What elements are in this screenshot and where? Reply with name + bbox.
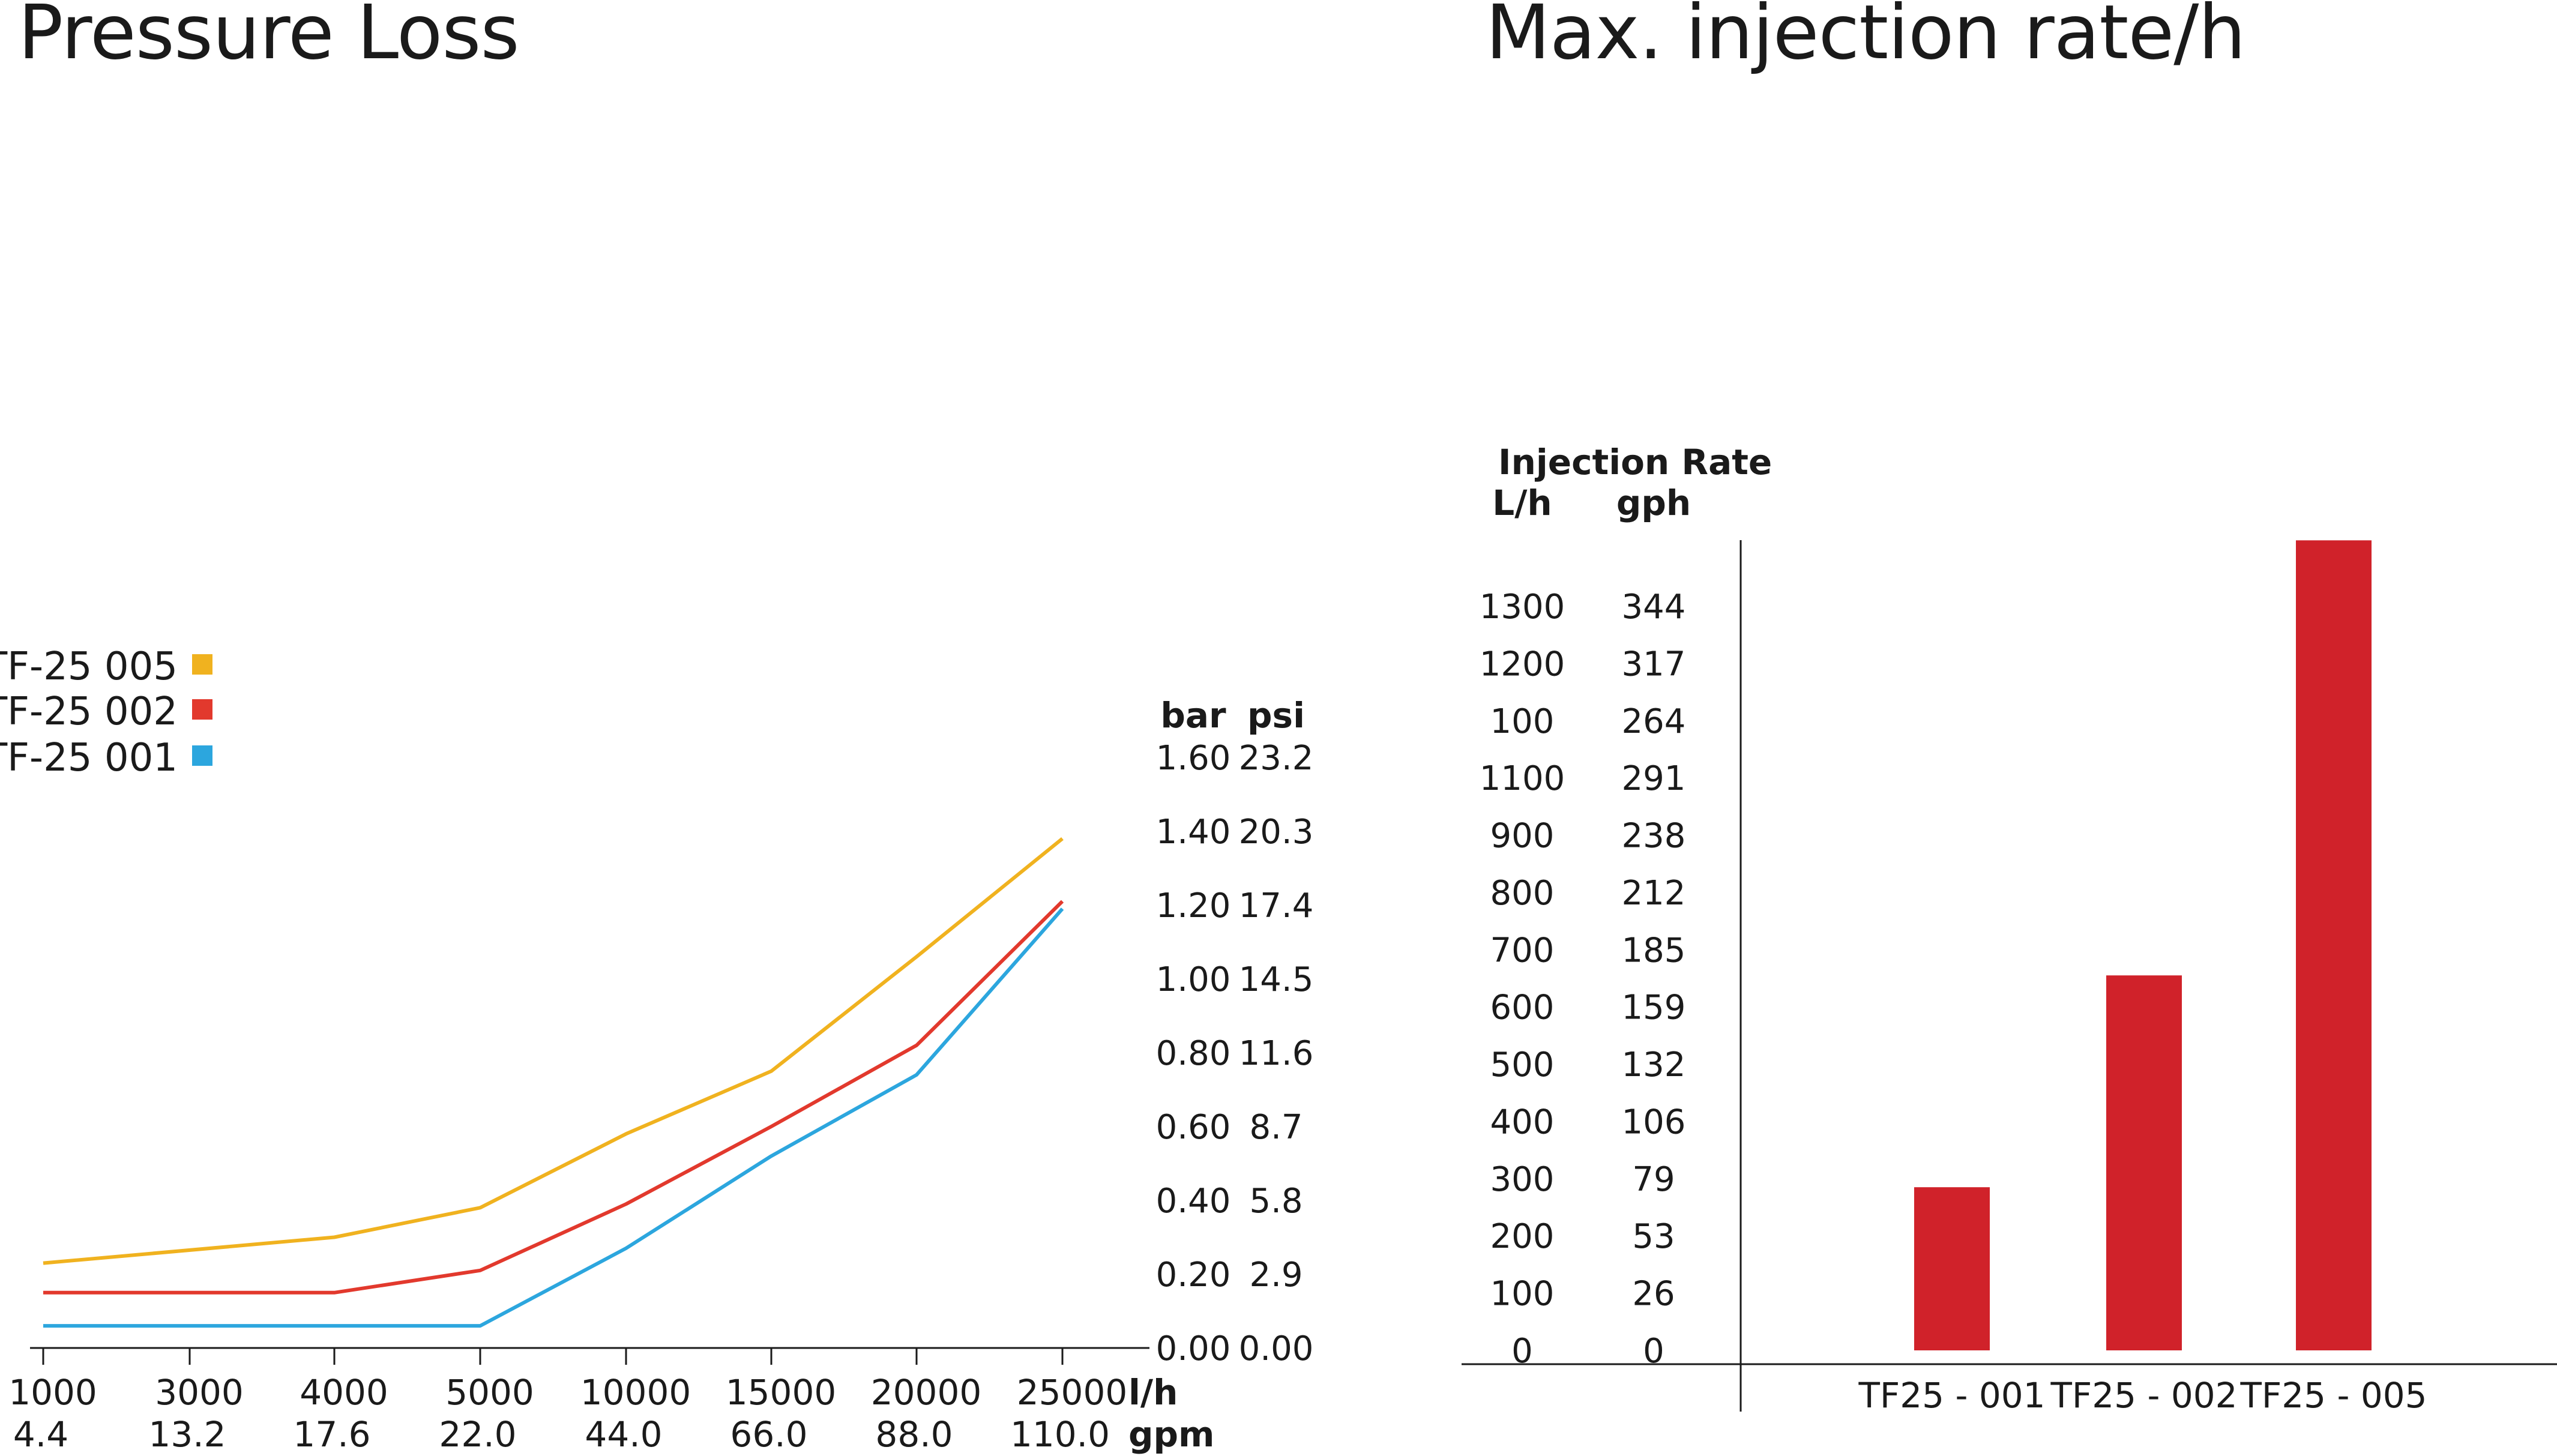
y-tick-label-psi: 20.3 bbox=[1239, 813, 1314, 852]
y-tick-label-lh: 100 bbox=[1490, 702, 1555, 741]
legend-swatch bbox=[192, 699, 212, 720]
y-tick-label-lh: 1100 bbox=[1480, 759, 1565, 798]
y-tick-label-gph: 79 bbox=[1632, 1160, 1675, 1199]
y-tick-label-gph: 132 bbox=[1622, 1045, 1686, 1084]
y-unit-lh: L/h bbox=[1492, 483, 1552, 523]
x-unit-gpm: gpm bbox=[1128, 1414, 1214, 1455]
y-tick-label-bar: 0.20 bbox=[1156, 1256, 1231, 1295]
y-tick-label-bar: 1.60 bbox=[1156, 739, 1231, 778]
pressure-loss-title: Pressure Loss bbox=[18, 0, 520, 76]
y-tick-label-gph: 53 bbox=[1632, 1217, 1675, 1256]
y-tick-label-gph: 106 bbox=[1622, 1103, 1686, 1142]
injection-rate-title: Max. injection rate/h bbox=[1486, 0, 2246, 76]
y-tick-label-bar: 1.20 bbox=[1156, 886, 1231, 925]
y-tick-label-lh: 700 bbox=[1490, 931, 1555, 970]
x-tick-label-lh: 20000 bbox=[871, 1372, 982, 1413]
x-tick-label-lh: 15000 bbox=[726, 1372, 837, 1413]
y-tick-label-psi: 5.8 bbox=[1249, 1182, 1303, 1221]
x-tick-label-gpm: 66.0 bbox=[730, 1414, 807, 1455]
y-tick-label-gph: 159 bbox=[1622, 988, 1686, 1027]
x-tick-label-gpm: 88.0 bbox=[875, 1414, 953, 1455]
y-unit-psi: psi bbox=[1247, 695, 1305, 736]
y-tick-label-gph: 26 bbox=[1632, 1275, 1675, 1314]
y-tick-label-lh: 0 bbox=[1511, 1332, 1533, 1371]
y-tick-label-psi: 11.6 bbox=[1239, 1034, 1314, 1073]
bar-category-label: TF25 - 005 bbox=[2239, 1375, 2427, 1416]
x-tick-label-lh: 1000 bbox=[8, 1372, 97, 1413]
legend-swatch bbox=[192, 654, 212, 675]
y-tick-label-lh: 1200 bbox=[1480, 645, 1565, 684]
x-tick-label-lh: 25000 bbox=[1017, 1372, 1128, 1413]
x-unit-lh: l/h bbox=[1128, 1372, 1178, 1413]
y-tick-label-psi: 23.2 bbox=[1239, 739, 1314, 778]
y-tick-label-lh: 300 bbox=[1490, 1160, 1555, 1199]
y-tick-label-bar: 1.40 bbox=[1156, 813, 1231, 852]
y-tick-label-gph: 0 bbox=[1643, 1332, 1664, 1371]
x-tick-label-gpm: 22.0 bbox=[439, 1414, 516, 1455]
bar-category-label: TF25 - 002 bbox=[2050, 1375, 2237, 1416]
bar-tf25-005 bbox=[2296, 540, 2372, 1351]
injection-rate-header: Injection Rate bbox=[1498, 442, 1772, 483]
y-tick-label-bar: 0.80 bbox=[1156, 1034, 1231, 1073]
y-tick-label-gph: 185 bbox=[1622, 931, 1686, 970]
y-tick-label-lh: 500 bbox=[1490, 1045, 1555, 1084]
y-tick-label-gph: 317 bbox=[1622, 645, 1686, 684]
x-tick-label-gpm: 4.4 bbox=[13, 1414, 68, 1455]
y-tick-label-psi: 0.00 bbox=[1239, 1329, 1314, 1368]
legend-label: TF-25 005 bbox=[0, 645, 178, 689]
bar-tf25-001 bbox=[1914, 1187, 1990, 1350]
y-tick-label-psi: 17.4 bbox=[1239, 886, 1314, 925]
y-tick-label-psi: 14.5 bbox=[1239, 960, 1314, 999]
x-tick-label-lh: 5000 bbox=[445, 1372, 534, 1413]
bar-tf25-002 bbox=[2106, 975, 2182, 1350]
series-line-tf-25-001 bbox=[43, 907, 1064, 1328]
legend-label: TF-25 002 bbox=[0, 690, 178, 734]
legend-label: TF-25 001 bbox=[0, 736, 178, 780]
y-tick-label-gph: 264 bbox=[1622, 702, 1686, 741]
y-tick-label-bar: 0.60 bbox=[1156, 1108, 1231, 1147]
y-unit-gph: gph bbox=[1616, 483, 1691, 523]
x-tick-label-lh: 3000 bbox=[155, 1372, 244, 1413]
x-tick-label-lh: 10000 bbox=[580, 1372, 691, 1413]
y-tick-label-psi: 2.9 bbox=[1249, 1256, 1303, 1295]
x-tick-label-gpm: 110.0 bbox=[1010, 1414, 1110, 1455]
y-tick-label-gph: 344 bbox=[1622, 588, 1686, 627]
y-unit-bar: bar bbox=[1160, 695, 1226, 736]
y-tick-label-bar: 0.00 bbox=[1156, 1329, 1231, 1368]
y-tick-label-lh: 900 bbox=[1490, 817, 1555, 856]
y-tick-label-gph: 238 bbox=[1622, 817, 1686, 856]
x-tick-label-gpm: 17.6 bbox=[293, 1414, 370, 1455]
y-tick-label-lh: 1300 bbox=[1480, 588, 1565, 627]
y-tick-label-lh: 400 bbox=[1490, 1103, 1555, 1142]
y-tick-label-lh: 200 bbox=[1490, 1217, 1555, 1256]
x-tick-label-gpm: 13.2 bbox=[148, 1414, 226, 1455]
x-tick-label-lh: 4000 bbox=[300, 1372, 388, 1413]
y-tick-label-gph: 291 bbox=[1622, 759, 1686, 798]
y-tick-label-gph: 212 bbox=[1622, 874, 1686, 913]
y-tick-label-lh: 100 bbox=[1490, 1275, 1555, 1314]
bar-category-label: TF25 - 001 bbox=[1858, 1375, 2045, 1416]
y-tick-label-lh: 600 bbox=[1490, 988, 1555, 1027]
y-tick-label-bar: 1.00 bbox=[1156, 960, 1231, 999]
x-tick-label-gpm: 44.0 bbox=[585, 1414, 662, 1455]
y-tick-label-lh: 800 bbox=[1490, 874, 1555, 913]
legend-swatch bbox=[192, 745, 212, 766]
series-line-tf-25-005 bbox=[43, 837, 1064, 1265]
y-tick-label-psi: 8.7 bbox=[1249, 1108, 1303, 1147]
y-tick-label-bar: 0.40 bbox=[1156, 1182, 1231, 1221]
series-line-tf-25-002 bbox=[43, 900, 1064, 1295]
